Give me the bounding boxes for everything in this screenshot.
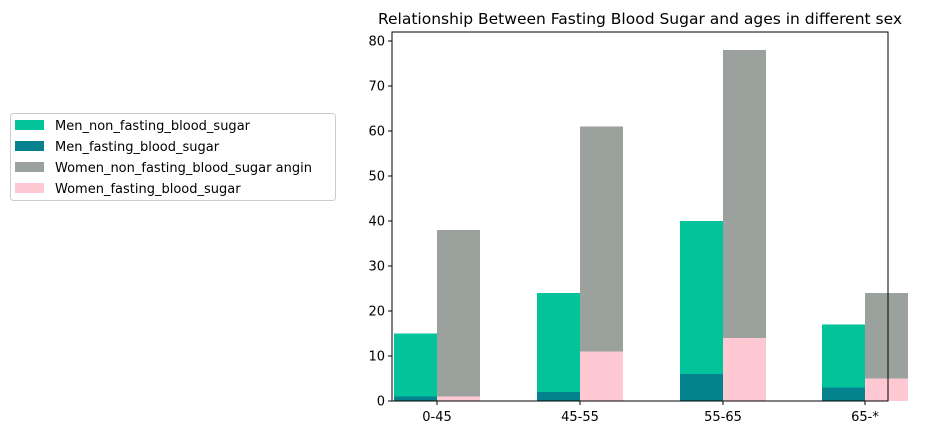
- bar-men-bottom-0-45: [394, 396, 437, 401]
- y-tick-label: 0: [377, 395, 385, 410]
- bar-men-top-55-65: [680, 221, 723, 401]
- bar-women-bottom-55-65: [723, 338, 766, 401]
- chart-title: Relationship Between Fasting Blood Sugar…: [378, 10, 902, 28]
- plot-frame: [391, 31, 889, 402]
- y-tick-label: 20: [368, 305, 385, 320]
- x-tick-label: 55-65: [704, 410, 742, 425]
- legend-swatch: [15, 183, 44, 193]
- y-tick-label: 40: [368, 215, 385, 230]
- bar-women-top-0-45: [437, 230, 480, 401]
- bar-men-bottom-55-65: [680, 374, 723, 401]
- bar-men-bottom-65-*: [822, 387, 865, 401]
- legend-swatch: [15, 162, 44, 172]
- bar-men-top-0-45: [394, 333, 437, 401]
- y-tick-label: 10: [368, 350, 385, 365]
- bar-women-bottom-45-55: [580, 351, 623, 401]
- x-tick-label: 45-55: [561, 410, 599, 425]
- bar-women-bottom-0-45: [437, 396, 480, 401]
- y-tick-label: 60: [368, 125, 385, 140]
- y-tick-label: 30: [368, 260, 385, 275]
- x-tick-label: 65-*: [851, 410, 879, 425]
- legend-swatch: [15, 141, 44, 151]
- legend-box: [10, 113, 336, 201]
- axes-layer: 0 10 20 30 40 50 60 70 80 0-45 45-55 55-65 65-*: [368, 31, 889, 425]
- legend-label: Men_non_fasting_blood_sugar: [55, 119, 251, 134]
- legend-swatch: [15, 120, 44, 130]
- y-tick-label: 80: [368, 35, 385, 50]
- y-tick-label: 50: [368, 170, 385, 185]
- bar-men-top-45-55: [537, 293, 580, 401]
- x-tick-label: 0-45: [422, 410, 452, 425]
- bars-layer: [394, 50, 908, 401]
- legend: Men_non_fasting_blood_sugar Men_fasting_b…: [10, 113, 336, 201]
- legend-label: Women_non_fasting_blood_sugar angin: [55, 161, 312, 176]
- legend-label: Men_fasting_blood_sugar: [55, 140, 220, 155]
- y-tick-label: 70: [368, 80, 385, 95]
- legend-label: Women_fasting_blood_sugar: [55, 182, 241, 197]
- bar-men-bottom-45-55: [537, 392, 580, 401]
- bar-women-bottom-65-*: [865, 378, 908, 401]
